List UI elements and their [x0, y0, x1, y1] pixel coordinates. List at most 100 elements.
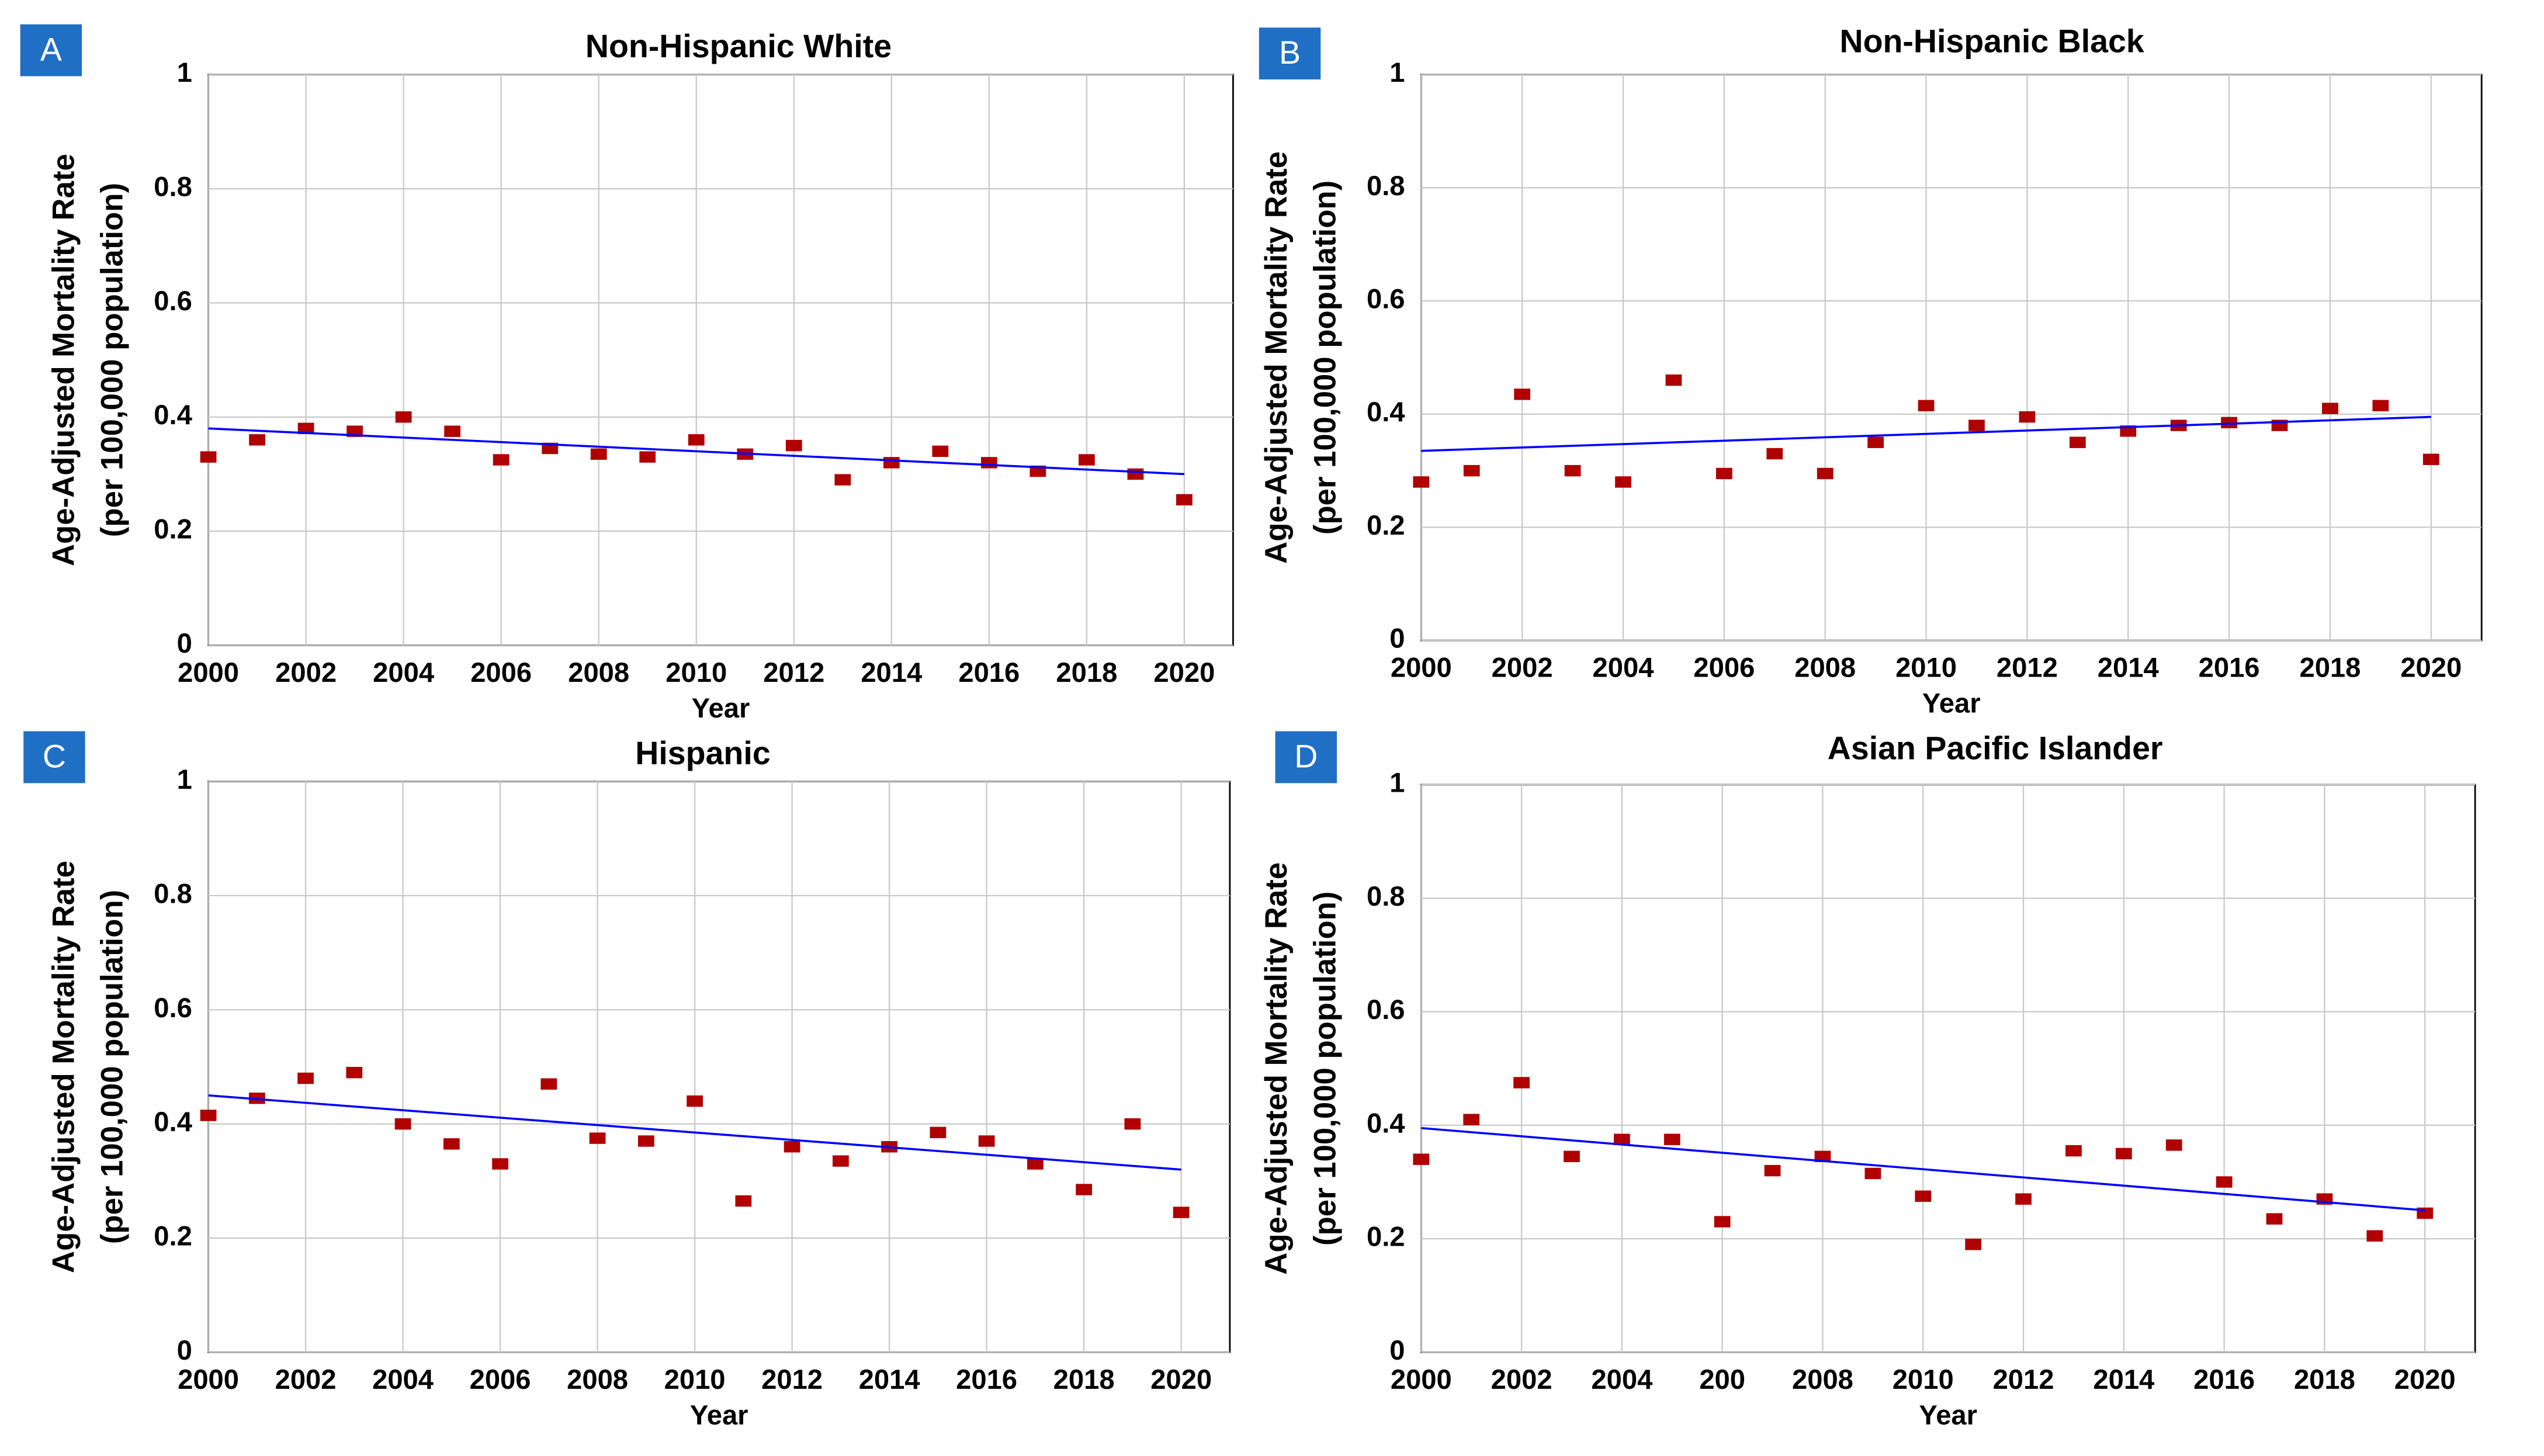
x-tick-label: 2018 [1056, 657, 1117, 688]
data-point [1027, 1158, 1044, 1170]
data-point [443, 1138, 460, 1150]
data-point [1564, 1150, 1580, 1163]
data-point [2322, 403, 2338, 414]
y-tick-label: 0.6 [1367, 283, 1405, 314]
y-tick-label: 0.6 [1367, 994, 1405, 1025]
data-point [637, 1135, 654, 1147]
chart-title: Asian Pacific Islander [1828, 730, 2163, 767]
data-point [932, 445, 949, 457]
x-tick-label: 2016 [2199, 652, 2260, 683]
data-point [200, 451, 217, 463]
data-point [1078, 454, 1095, 466]
data-point [1714, 1216, 1731, 1228]
data-point [2372, 400, 2389, 411]
chart-title: Non-Hispanic White [585, 28, 892, 64]
panel-badge [23, 731, 85, 784]
panel-badge [20, 24, 82, 77]
x-tick-label: 2004 [372, 1364, 434, 1395]
x-tick-label: 2020 [1150, 1364, 1212, 1395]
x-tick-label: 2012 [763, 657, 824, 688]
y-tick-label: 0 [1389, 1334, 1405, 1365]
data-point [2266, 1213, 2283, 1225]
data-point [2069, 436, 2086, 448]
plot-area [1420, 74, 2483, 642]
data-point [687, 1095, 703, 1107]
data-point [346, 1067, 363, 1079]
x-tick-label: 2010 [1895, 652, 1957, 683]
x-tick-label: 2012 [1997, 652, 2058, 683]
x-tick-label: 2000 [178, 1364, 239, 1395]
panel-letter: D [1294, 738, 1318, 774]
x-tick-label: 2002 [275, 1364, 337, 1395]
x-tick-label: 2008 [568, 657, 629, 688]
chart-title: Hispanic [635, 735, 770, 771]
data-point [1564, 464, 1581, 477]
data-point [1918, 400, 1935, 411]
data-point [297, 1072, 314, 1084]
x-tick-label: 2018 [2299, 652, 2361, 683]
data-point [1614, 1133, 1630, 1145]
data-point [639, 451, 656, 463]
y-axis-label: (per 100,000 population) [1308, 181, 1342, 535]
y-tick-label: 1 [1389, 57, 1405, 88]
data-point [1715, 467, 1732, 480]
data-point [980, 457, 997, 469]
y-tick-label: 0.2 [154, 514, 192, 545]
panel-badge [1275, 731, 1337, 784]
plot-area [207, 74, 1234, 646]
data-point [493, 454, 510, 466]
x-tick-label: 2002 [275, 657, 337, 688]
x-axis-label: Year [690, 1399, 748, 1430]
x-tick-label: 2000 [178, 657, 239, 688]
data-point [395, 411, 412, 423]
y-tick-label: 0.8 [1367, 880, 1405, 911]
x-tick-label: 2000 [1391, 1364, 1452, 1395]
data-point [1615, 476, 1631, 488]
x-tick-label: 2014 [2093, 1364, 2154, 1395]
x-tick-label: 2020 [2400, 652, 2462, 683]
data-point [834, 474, 851, 486]
data-point [784, 1141, 800, 1153]
y-tick-label: 0 [177, 1334, 192, 1365]
x-tick-label: 2010 [664, 1364, 726, 1395]
x-tick-label: 2002 [1491, 1364, 1552, 1395]
y-tick-label: 0.8 [154, 171, 192, 202]
x-tick-label: 2010 [1893, 1364, 1954, 1395]
y-tick-label: 0.4 [154, 399, 192, 430]
plot-area [207, 781, 1231, 1353]
x-tick-label: 2016 [958, 657, 1020, 688]
x-tick-label: 2012 [1993, 1364, 2054, 1395]
data-point [200, 1110, 217, 1121]
y-tick-label: 0.2 [154, 1220, 192, 1251]
y-axis-label: (per 100,000 population) [95, 890, 130, 1244]
data-point [930, 1126, 947, 1139]
data-point [1968, 420, 1985, 431]
data-point [589, 1132, 606, 1144]
y-axis-label: Age-Adjusted Mortality Rate [46, 154, 81, 566]
trend-line [1421, 1126, 2425, 1212]
y-axis-label: Age-Adjusted Mortality Rate [1259, 862, 1294, 1275]
y-tick-label: 0 [1389, 623, 1405, 654]
x-axis-label: Year [1919, 1399, 1977, 1430]
x-tick-label: 2004 [1591, 1364, 1652, 1395]
data-point [1867, 436, 1884, 448]
data-point [1463, 1114, 1480, 1125]
trend-line [208, 427, 1184, 476]
panel-letter: C [43, 738, 66, 774]
data-point [1124, 1118, 1141, 1130]
data-point [2216, 1176, 2233, 1188]
data-point [444, 425, 461, 437]
data-point [1817, 467, 1834, 480]
x-tick-label: 2020 [2394, 1364, 2456, 1395]
x-tick-label: 2012 [761, 1364, 823, 1395]
y-tick-label: 0.6 [154, 285, 192, 316]
data-point [1413, 1153, 1430, 1165]
data-point [785, 439, 802, 452]
data-point [735, 1195, 752, 1207]
x-tick-label: 2014 [859, 1364, 920, 1395]
y-tick-label: 0.2 [1367, 509, 1405, 540]
y-tick-label: 0 [177, 628, 192, 658]
x-tick-label: 2016 [2193, 1364, 2255, 1395]
x-tick-label: 2014 [2098, 652, 2159, 683]
y-tick-label: 0.4 [154, 1106, 192, 1137]
